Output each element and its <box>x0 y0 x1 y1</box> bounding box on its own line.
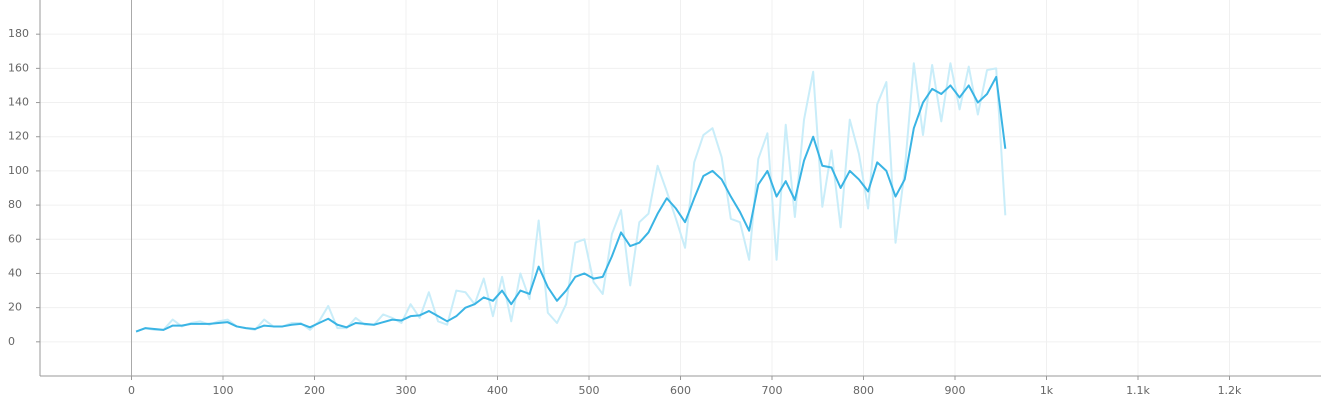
x-tick-label: 100 <box>213 384 234 397</box>
y-tick-label: 20 <box>8 301 22 314</box>
series-line <box>135 75 1007 333</box>
x-tick-label: 1.2k <box>1218 384 1242 397</box>
series-line <box>135 62 1007 333</box>
y-tick-label: 60 <box>8 232 22 245</box>
y-tick-label: 120 <box>8 130 29 143</box>
x-tick-label: 900 <box>945 384 966 397</box>
x-tick-label: 0 <box>128 384 135 397</box>
y-tick-label: 0 <box>8 335 15 348</box>
y-tick-label: 100 <box>8 164 29 177</box>
x-tick-label: 500 <box>579 384 600 397</box>
x-tick-label: 1.1k <box>1126 384 1150 397</box>
y-tick-label: 180 <box>8 27 29 40</box>
y-tick-label: 140 <box>8 96 29 109</box>
y-tick-label: 160 <box>8 61 29 74</box>
x-tick-label: 1k <box>1040 384 1054 397</box>
x-tick-label: 200 <box>304 384 325 397</box>
x-tick-label: 700 <box>762 384 783 397</box>
x-tick-label: 400 <box>487 384 508 397</box>
y-tick-label: 40 <box>8 266 22 279</box>
x-tick-label: 600 <box>670 384 691 397</box>
y-tick-label: 80 <box>8 198 22 211</box>
x-tick-label: 800 <box>853 384 874 397</box>
x-tick-label: 300 <box>396 384 417 397</box>
